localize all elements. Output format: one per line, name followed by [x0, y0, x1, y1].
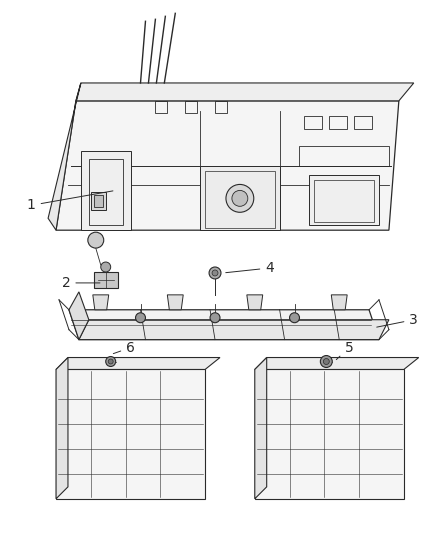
Polygon shape	[247, 295, 263, 310]
Polygon shape	[56, 369, 205, 499]
Circle shape	[212, 270, 218, 276]
Polygon shape	[309, 175, 379, 225]
Polygon shape	[93, 295, 109, 310]
Polygon shape	[81, 151, 131, 230]
Circle shape	[209, 267, 221, 279]
Polygon shape	[255, 358, 267, 499]
Polygon shape	[167, 295, 183, 310]
Polygon shape	[69, 292, 89, 340]
Polygon shape	[255, 369, 404, 499]
Polygon shape	[91, 192, 106, 211]
Polygon shape	[56, 101, 399, 230]
Circle shape	[232, 190, 248, 206]
Polygon shape	[56, 358, 68, 499]
Polygon shape	[255, 358, 419, 369]
Polygon shape	[94, 196, 103, 207]
Polygon shape	[76, 83, 414, 101]
Text: 5: 5	[336, 341, 353, 360]
Polygon shape	[200, 166, 279, 230]
Polygon shape	[48, 83, 81, 230]
Circle shape	[320, 356, 332, 367]
Text: 4: 4	[226, 261, 274, 275]
Circle shape	[226, 184, 254, 212]
Polygon shape	[56, 358, 220, 369]
Text: 2: 2	[62, 276, 100, 290]
Polygon shape	[79, 320, 389, 340]
Text: 1: 1	[27, 191, 113, 212]
Circle shape	[290, 313, 300, 322]
Circle shape	[135, 313, 145, 322]
Polygon shape	[94, 272, 118, 288]
Circle shape	[106, 357, 116, 367]
Circle shape	[323, 359, 329, 365]
Polygon shape	[69, 310, 379, 340]
Circle shape	[108, 359, 113, 364]
Circle shape	[101, 262, 111, 272]
Circle shape	[210, 313, 220, 322]
Circle shape	[88, 232, 104, 248]
Polygon shape	[331, 295, 347, 310]
Text: 3: 3	[377, 313, 418, 327]
Text: 6: 6	[113, 341, 135, 354]
